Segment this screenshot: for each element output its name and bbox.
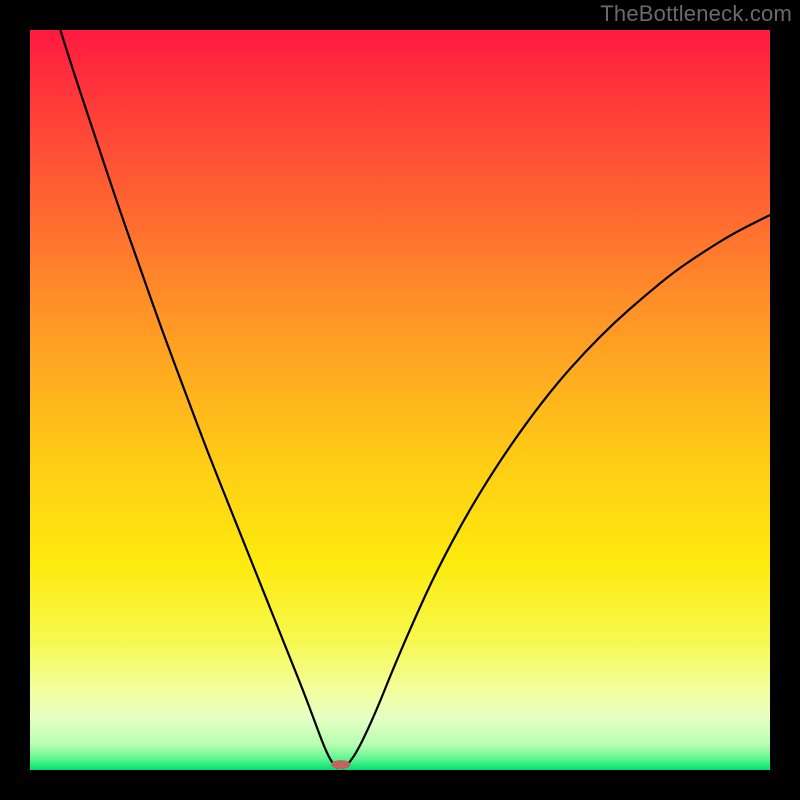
chart-frame: TheBottleneck.com <box>0 0 800 800</box>
minimum-marker <box>331 760 350 769</box>
plot-background <box>30 30 770 770</box>
watermark-text: TheBottleneck.com <box>600 1 792 27</box>
background-svg <box>0 0 800 800</box>
